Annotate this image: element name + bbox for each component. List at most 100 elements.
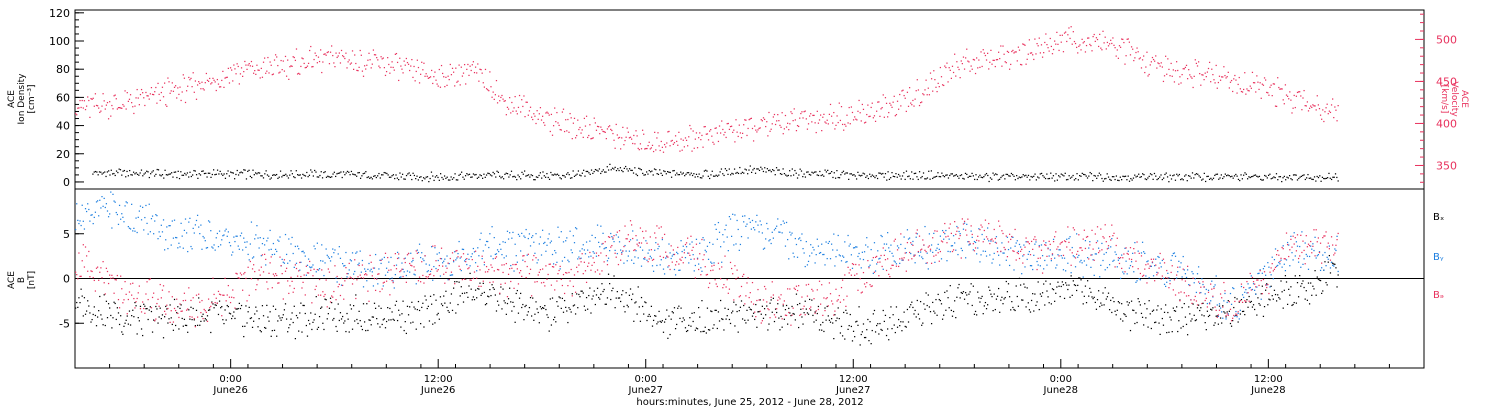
velocity-point [1306, 101, 1309, 103]
bx-point [88, 305, 90, 307]
density-point [890, 177, 892, 179]
velocity-point [433, 76, 435, 78]
density-point [697, 175, 699, 178]
bx-point [1122, 320, 1124, 322]
by-point [1247, 283, 1249, 285]
velocity-point [311, 66, 313, 68]
velocity-point [342, 55, 344, 57]
bx-point [312, 321, 314, 323]
density-point [852, 174, 854, 176]
density-point [598, 168, 601, 170]
by-point [545, 250, 547, 252]
by-point [157, 238, 159, 240]
bz-point [403, 258, 405, 260]
density-point [866, 175, 868, 177]
bx-point [680, 307, 682, 309]
bx-point [805, 308, 807, 310]
density-point [1021, 176, 1023, 178]
bx-point [356, 318, 358, 321]
bz-point [370, 261, 372, 263]
velocity-point [332, 54, 334, 57]
velocity-point [1262, 84, 1265, 86]
bx-point [462, 301, 465, 303]
velocity-point [569, 112, 571, 115]
velocity-point [861, 103, 863, 106]
by-point [444, 258, 446, 260]
density-point [1166, 176, 1169, 178]
density-point [1198, 175, 1200, 177]
by-point [150, 218, 153, 220]
velocity-point [544, 124, 546, 126]
by-point [1097, 247, 1100, 249]
by-point [1114, 251, 1116, 253]
by-point [596, 224, 599, 226]
density-point [819, 170, 821, 173]
velocity-point [465, 83, 467, 85]
velocity-point [1194, 59, 1196, 61]
density-point [954, 174, 956, 177]
bx-point [240, 304, 243, 307]
density-point [1082, 173, 1085, 176]
by-point [381, 258, 383, 260]
density-point [192, 174, 194, 176]
by-point [188, 221, 190, 223]
bx-point [613, 275, 615, 277]
bx-point [1013, 308, 1015, 311]
density-point [787, 174, 789, 177]
by-point [644, 258, 646, 260]
velocity-point [83, 100, 86, 102]
density-point [682, 172, 685, 174]
density-point [383, 171, 385, 174]
by-point [637, 257, 639, 259]
bx-point [644, 301, 646, 303]
by-point [707, 258, 710, 260]
velocity-point [1157, 62, 1159, 64]
bx-point [860, 333, 862, 336]
by-point [751, 219, 754, 222]
bx-point [917, 313, 920, 315]
bx-point [400, 326, 402, 328]
velocity-point [1188, 69, 1190, 71]
bx-point [94, 314, 97, 317]
by-point [1286, 241, 1289, 244]
by-point [307, 258, 310, 260]
bx-point [1076, 289, 1078, 292]
bx-point [445, 290, 447, 292]
by-point [804, 265, 806, 268]
bx-point [444, 302, 446, 304]
velocity-point [529, 106, 532, 108]
velocity-point [1144, 71, 1146, 74]
density-point [92, 173, 94, 175]
velocity-point [784, 114, 787, 117]
by-point [1099, 276, 1101, 278]
velocity-point [904, 97, 906, 99]
bx-point [482, 282, 484, 285]
velocity-point [845, 125, 847, 127]
bx-point [260, 331, 262, 333]
density-point [676, 172, 678, 174]
density-point [1241, 178, 1243, 180]
bx-point [1235, 314, 1237, 317]
velocity-point [1067, 34, 1069, 36]
bx-point [177, 306, 179, 308]
bx-point [531, 315, 533, 317]
density-point [467, 174, 469, 176]
bx-point [506, 302, 509, 305]
by-point [231, 254, 233, 256]
density-point [806, 171, 808, 173]
velocity-point [148, 98, 150, 100]
velocity-point [598, 126, 600, 128]
density-point [194, 170, 196, 172]
density-point [1173, 174, 1175, 176]
density-point [630, 169, 632, 171]
velocity-point [315, 54, 317, 57]
velocity-point [153, 94, 155, 96]
velocity-point [285, 75, 288, 77]
bx-point [496, 300, 499, 302]
velocity-point [635, 130, 637, 132]
velocity-point [178, 93, 180, 96]
velocity-point [128, 98, 131, 100]
bx-point [1087, 280, 1089, 282]
bx-point [500, 286, 502, 288]
bx-point [607, 273, 610, 275]
